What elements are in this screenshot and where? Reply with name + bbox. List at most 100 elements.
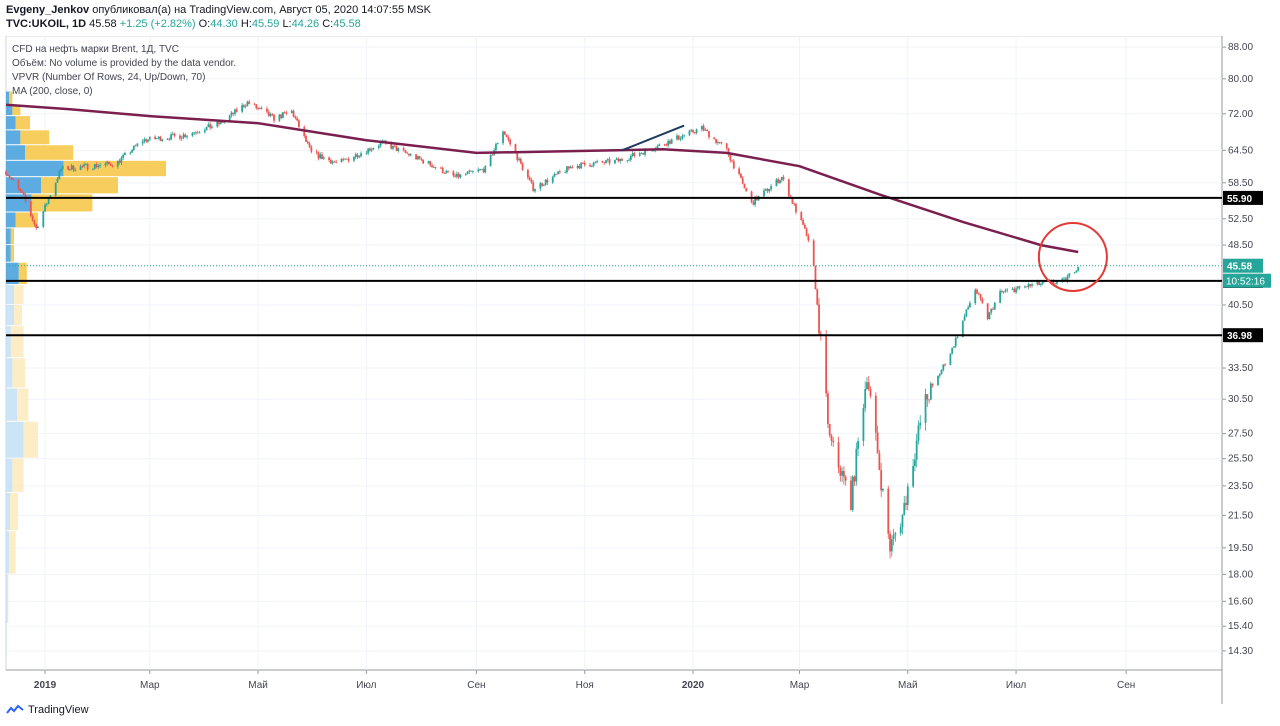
candle-body: [196, 132, 199, 134]
candle-body: [653, 150, 655, 152]
candle-body: [95, 164, 98, 167]
candle-body: [713, 137, 716, 140]
price-chart[interactable]: 88.00 80.00 72.00 64.50 58.50 52.50 48.50 40.50…: [0, 36, 1280, 704]
candle-body: [919, 422, 922, 426]
candle-body: [780, 177, 783, 181]
candle-body: [440, 167, 442, 169]
candle-body: [606, 159, 609, 161]
legend-ma[interactable]: MA (200, close, 0): [12, 86, 93, 97]
candle-body: [10, 177, 13, 180]
candle-body: [491, 154, 494, 156]
symbol-ohlc-line: TVC:UKOIL, 1D 45.58 +1.25 (+2.82%) O:44.…: [6, 17, 361, 31]
candle-body: [890, 539, 893, 552]
candle-body: [912, 465, 915, 487]
candle-body: [131, 150, 133, 153]
author-name[interactable]: Evgeny_Jenkov: [6, 4, 90, 16]
candle-body: [754, 197, 757, 205]
candle-body: [1002, 291, 1005, 293]
candle-body: [12, 179, 15, 181]
footer-brand[interactable]: TradingView: [6, 704, 89, 716]
candle-body: [186, 135, 188, 137]
candle-body: [45, 203, 48, 205]
candle-body: [244, 106, 247, 108]
candle-body: [92, 168, 94, 170]
candle-body: [802, 220, 804, 225]
candle-body: [1013, 288, 1016, 293]
candle-body: [954, 338, 957, 347]
candle-body: [258, 108, 261, 109]
candle-body: [84, 164, 87, 165]
candle-body: [576, 165, 579, 168]
candle-body: [628, 159, 630, 161]
candle-body: [171, 133, 174, 135]
candle-body: [949, 353, 952, 365]
candle-body: [961, 320, 964, 338]
candle-body: [779, 180, 781, 184]
close-label: C:: [322, 18, 334, 30]
candle-body: [807, 235, 810, 241]
candle-body: [354, 154, 357, 157]
price-change: +1.25 (+2.82%): [119, 18, 196, 30]
legend-title[interactable]: CFD на нефть марки Brent, 1Д, TVC: [12, 44, 179, 55]
time-tick-label: Май: [898, 680, 918, 691]
candle-body: [676, 135, 678, 140]
candle-body: [471, 171, 474, 172]
candle-body: [445, 171, 448, 174]
candle-body: [878, 453, 881, 471]
candle-body: [328, 157, 330, 161]
candle-body: [967, 307, 970, 310]
candle-body: [706, 129, 709, 132]
candle-body: [317, 152, 320, 159]
candle-body: [44, 204, 46, 212]
candle-body: [601, 161, 604, 163]
candle-body: [715, 139, 717, 143]
candle-body: [193, 132, 196, 134]
volume-profile-down-bar: [12, 104, 21, 116]
candle-body: [21, 191, 23, 193]
candle-body: [782, 177, 785, 180]
candle-body: [1016, 286, 1019, 289]
candle-body: [235, 109, 238, 112]
candle-body: [109, 163, 112, 166]
candle-body: [1027, 284, 1030, 288]
candle-body: [141, 141, 144, 144]
candle-body: [29, 201, 32, 216]
candle-body: [850, 480, 852, 510]
candle-body: [1054, 283, 1057, 285]
legend-vpvr[interactable]: VPVR (Number Of Rows, 24, Up/Down, 70): [12, 72, 206, 83]
candle-body: [518, 158, 520, 161]
candle-body: [887, 488, 890, 534]
candle-body: [965, 309, 968, 317]
candle-body: [397, 148, 400, 151]
candle-body: [58, 170, 61, 179]
open-label: O:: [198, 18, 211, 30]
candle-body: [621, 159, 623, 161]
candle-body: [161, 139, 164, 141]
candle-body: [805, 228, 808, 236]
time-tick-label: Июл: [1006, 680, 1026, 691]
candle-body: [775, 179, 778, 187]
candle-body: [402, 148, 405, 151]
volume-profile-down-bar: [10, 228, 14, 245]
candle-body: [242, 105, 245, 107]
candle-body: [509, 139, 512, 145]
candle-body: [793, 203, 796, 205]
candle-body: [582, 162, 584, 164]
candle-body: [257, 108, 259, 109]
candle-body: [253, 103, 256, 105]
candle-body: [441, 167, 444, 174]
candle-body: [740, 174, 742, 178]
candle-body: [69, 169, 71, 170]
candle-body: [31, 215, 34, 221]
tradingview-logo-icon: [6, 704, 24, 714]
price-tick-label: 40.50: [1228, 300, 1253, 311]
volume-profile-up-bar: [6, 458, 13, 492]
candle-body: [708, 131, 710, 138]
candle-body: [725, 143, 728, 149]
candle-body: [1006, 289, 1009, 291]
candle-body: [519, 158, 522, 164]
candle-body: [828, 423, 831, 436]
plot-area: [5, 36, 1223, 671]
candle-body: [830, 435, 833, 441]
candle-body: [818, 304, 820, 334]
